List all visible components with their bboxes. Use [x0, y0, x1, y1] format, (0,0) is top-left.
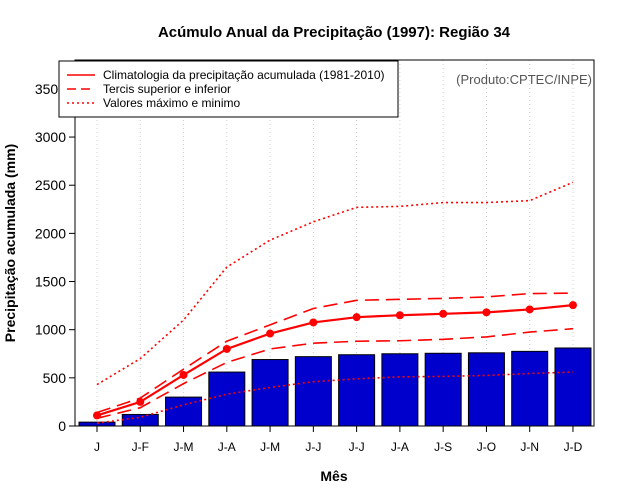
lines — [93, 181, 577, 424]
y-tick-label: 3500 — [35, 81, 66, 97]
x-tick-label: J-M — [260, 440, 280, 454]
y-tick-label: 0 — [58, 418, 66, 434]
x-tick-label: J-D — [564, 440, 583, 454]
bar — [554, 347, 592, 427]
legend-label-extremes: Valores máximo e minimo — [103, 96, 240, 110]
y-axis-label: Precipitação acumulada (mm) — [2, 144, 18, 342]
bar — [511, 350, 549, 427]
x-tick-label: J-N — [520, 440, 539, 454]
x-tick-label: J-J — [349, 440, 365, 454]
x-tick-label: J-A — [391, 440, 409, 454]
x-tick-label: J-M — [174, 440, 194, 454]
y-tick-label: 3000 — [35, 129, 66, 145]
climatology-point — [309, 318, 318, 327]
climatology-point — [179, 370, 188, 379]
climatology-point — [568, 301, 577, 310]
climatology-point — [266, 329, 275, 338]
bar — [381, 353, 419, 427]
climatology-point — [222, 344, 231, 353]
x-tick-label: J-F — [132, 440, 149, 454]
series-line-climatologia-da-precipitacao-acumulada-1981-2010 — [96, 304, 574, 417]
legend-box — [58, 60, 399, 118]
legend: Climatologia da precipitação acumulada (… — [58, 60, 399, 118]
series-line-tercil-superior — [96, 292, 573, 414]
x-tick-label: J-O — [477, 440, 496, 454]
plot-frame — [74, 59, 595, 427]
y-axis: 0 500 1000 1500 2000 2500 3000 3500 — [35, 81, 75, 434]
climatology-point — [395, 311, 404, 320]
bar — [424, 352, 462, 427]
climatology-point — [439, 309, 448, 318]
climatology-point — [525, 305, 534, 314]
x-axis-label: Mês — [320, 468, 347, 484]
series-line-tercil-inferior — [96, 327, 574, 420]
bar — [121, 413, 159, 427]
y-tick-label: 1500 — [35, 274, 66, 290]
climatology-point — [136, 397, 145, 406]
climatology-point — [482, 308, 491, 317]
bars — [78, 347, 592, 427]
x-tick-label: J-S — [434, 440, 452, 454]
x-axis: J J-F J-M J-A J-M J-J J-J J-A J-S J-O J-N J-D — [94, 426, 583, 454]
bar — [208, 371, 246, 427]
bar — [294, 356, 332, 427]
bar — [467, 352, 505, 427]
source-note: (Produto:CPTEC/INPE) — [456, 72, 592, 87]
climatology-point — [352, 313, 361, 322]
y-tick-label: 1000 — [35, 322, 66, 338]
series-line-valor-minimo — [96, 371, 573, 424]
x-tick-label: J-A — [218, 440, 236, 454]
bar — [251, 359, 289, 427]
y-tick-label: 2000 — [35, 225, 66, 241]
legend-label-climatology: Climatologia da precipitação acumulada (… — [103, 68, 385, 82]
bar — [338, 354, 376, 427]
chart-title: Acúmulo Anual da Precipitação (1997): Re… — [158, 24, 511, 41]
y-tick-label: 2500 — [35, 177, 66, 193]
y-tick-label: 500 — [43, 370, 67, 386]
x-tick-label: J — [94, 440, 100, 454]
legend-label-tercis: Tercis superior e inferior — [103, 82, 231, 96]
x-tick-label: J-J — [305, 440, 321, 454]
